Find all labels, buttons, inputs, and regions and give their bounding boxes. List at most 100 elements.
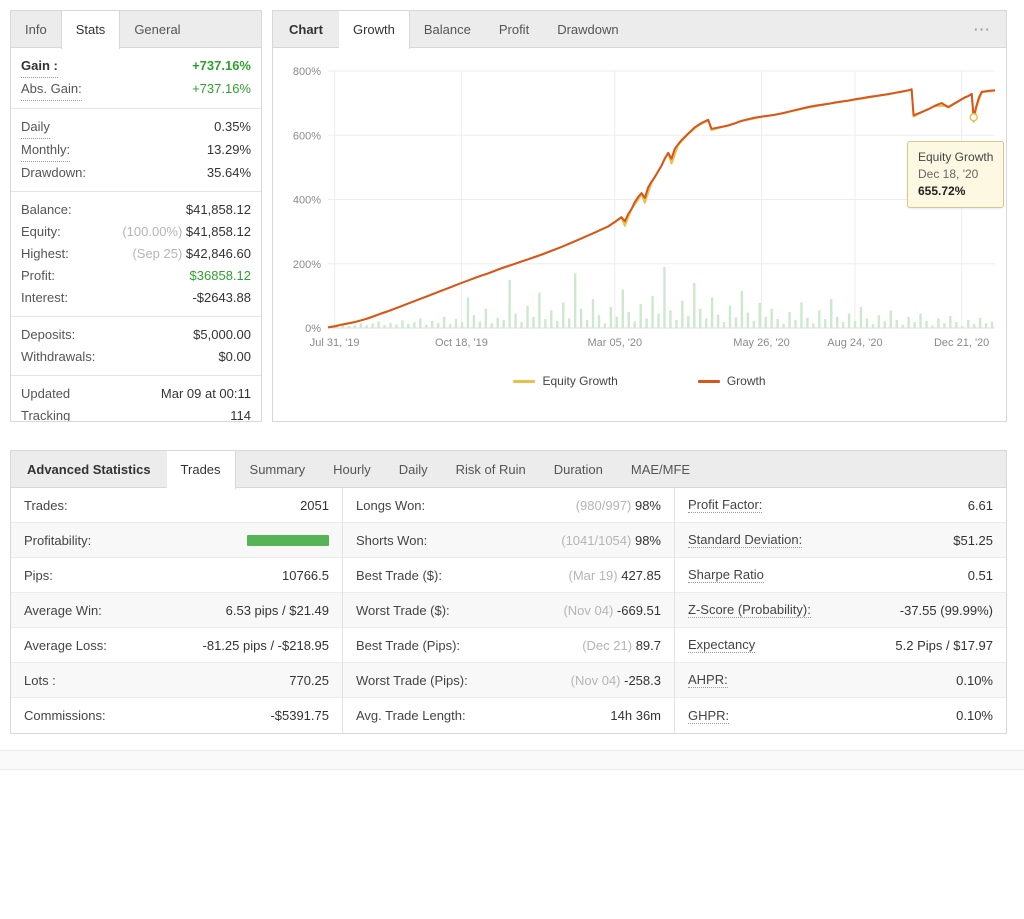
- info-value: 114: [230, 405, 251, 422]
- volume-bar: [628, 312, 630, 328]
- volume-bar: [401, 320, 403, 328]
- volume-bar: [896, 320, 898, 328]
- section-divider: [0, 750, 1024, 770]
- stat-label: Standard Deviation:: [688, 532, 802, 548]
- stat-row-profit-factor: Profit Factor:6.61: [675, 488, 1006, 523]
- volume-bar: [991, 322, 993, 328]
- stat-value: -$5391.75: [270, 708, 329, 723]
- volume-bar: [645, 318, 647, 328]
- volume-bar: [431, 321, 433, 328]
- volume-bar: [919, 314, 921, 328]
- legend-label: Equity Growth: [542, 374, 617, 388]
- tab-hourly[interactable]: Hourly: [319, 451, 385, 487]
- tab-profit[interactable]: Profit: [485, 11, 543, 47]
- stat-label: Sharpe Ratio: [688, 567, 764, 583]
- volume-bar: [562, 302, 564, 328]
- volume-bar: [681, 301, 683, 328]
- volume-bar: [544, 319, 546, 328]
- info-label: Balance:: [21, 199, 72, 221]
- growth-chart[interactable]: 0%200%400%600%800%Jul 31, '19Oct 18, '19…: [273, 48, 1006, 422]
- stat-value: (1041/1054) 98%: [561, 533, 661, 548]
- volume-bar: [413, 322, 415, 328]
- volume-bar: [943, 323, 945, 328]
- tab-trades[interactable]: Trades: [167, 451, 236, 489]
- stat-label: Shorts Won:: [356, 533, 427, 548]
- volume-bar: [473, 315, 475, 328]
- y-axis-label: 200%: [293, 259, 321, 271]
- volume-bar: [866, 318, 868, 328]
- tab-duration[interactable]: Duration: [540, 451, 617, 487]
- y-axis-label: 400%: [293, 195, 321, 207]
- volume-bar: [461, 322, 463, 328]
- volume-bar: [693, 283, 695, 328]
- growth-chart-svg: 0%200%400%600%800%Jul 31, '19Oct 18, '19…: [273, 48, 1006, 360]
- tab-stats[interactable]: Stats: [61, 11, 121, 49]
- chart-tooltip: Equity Growth Dec 18, '20 655.72%: [907, 141, 1004, 208]
- volume-bar: [794, 320, 796, 328]
- tab-summary[interactable]: Summary: [236, 451, 320, 487]
- stat-value: 0.10%: [956, 673, 993, 688]
- volume-bar: [502, 320, 504, 328]
- volume-bar: [687, 316, 689, 328]
- info-group: Daily0.35%Monthly:13.29%Drawdown:35.64%: [11, 109, 261, 192]
- chart-title-tab: Chart: [273, 11, 339, 47]
- chart-tabs: GrowthBalanceProfitDrawdown: [339, 11, 633, 47]
- info-group: Deposits:$5,000.00Withdrawals:$0.00: [11, 317, 261, 376]
- legend-item-growth[interactable]: Growth: [698, 374, 766, 388]
- volume-bar: [389, 323, 391, 328]
- stat-row-commissions: Commissions:-$5391.75: [11, 698, 342, 733]
- volume-bar: [735, 317, 737, 328]
- volume-bar: [765, 317, 767, 328]
- tab-risk-of-ruin[interactable]: Risk of Ruin: [442, 451, 540, 487]
- volume-bar: [449, 324, 451, 328]
- volume-bar: [711, 297, 713, 328]
- stats-tabs: TradesSummaryHourlyDailyRisk of RuinDura…: [167, 451, 705, 487]
- tab-mae-mfe[interactable]: MAE/MFE: [617, 451, 704, 487]
- volume-bar: [657, 314, 659, 328]
- volume-bar: [723, 322, 725, 328]
- y-axis-label: 800%: [293, 66, 321, 78]
- volume-bar: [651, 296, 653, 328]
- volume-bar: [592, 299, 594, 328]
- chart-menu-button[interactable]: ⋯: [959, 11, 1006, 47]
- stat-value: 770.25: [289, 673, 329, 688]
- account-stats-list: Gain :+737.16%Abs. Gain:+737.16%Daily0.3…: [11, 48, 261, 422]
- volume-bar: [639, 304, 641, 328]
- stats-tabbar: Advanced Statistics TradesSummaryHourlyD…: [11, 451, 1006, 488]
- x-axis-label: Dec 21, '20: [934, 337, 989, 349]
- volume-bar: [610, 307, 612, 328]
- volume-bar: [354, 325, 356, 328]
- volume-bar: [538, 293, 540, 328]
- tab-daily[interactable]: Daily: [385, 451, 442, 487]
- volume-bar: [699, 309, 701, 328]
- legend-item-equity-growth[interactable]: Equity Growth: [513, 374, 617, 388]
- volume-bar: [437, 323, 439, 328]
- stat-value: 0.10%: [956, 708, 993, 723]
- info-value: 35.64%: [207, 162, 251, 184]
- stat-value: (980/997) 98%: [576, 498, 661, 513]
- stat-value-prefix: (Dec 21): [582, 638, 635, 653]
- volume-bar: [514, 314, 516, 328]
- stat-row-best-trade-pips: Best Trade (Pips):(Dec 21) 89.7: [343, 628, 674, 663]
- info-row-drawdown: Drawdown:35.64%: [21, 162, 251, 184]
- stat-row-worst-trade-pips: Worst Trade (Pips):(Nov 04) -258.3: [343, 663, 674, 698]
- tab-general[interactable]: General: [120, 11, 194, 47]
- volume-bar: [890, 310, 892, 328]
- stat-row-ahpr: AHPR:0.10%: [675, 663, 1006, 698]
- tab-growth[interactable]: Growth: [339, 11, 410, 49]
- stat-value-prefix: (1041/1054): [561, 533, 635, 548]
- tab-info[interactable]: Info: [11, 11, 61, 47]
- chart-tabbar: Chart GrowthBalanceProfitDrawdown ⋯: [273, 11, 1006, 48]
- stats-column: Longs Won:(980/997) 98%Shorts Won:(1041/…: [342, 488, 674, 733]
- info-label: Equity:: [21, 221, 61, 243]
- info-value: (100.00%) $41,858.12: [122, 221, 251, 243]
- x-axis-label: Oct 18, '19: [435, 337, 488, 349]
- stat-label: GHPR:: [688, 708, 729, 724]
- volume-bar: [360, 323, 362, 328]
- volume-bar: [491, 323, 493, 328]
- info-row-daily: Daily0.35%: [21, 116, 251, 139]
- volume-bar: [925, 321, 927, 328]
- tab-drawdown[interactable]: Drawdown: [543, 11, 632, 47]
- tab-balance[interactable]: Balance: [410, 11, 485, 47]
- volume-bar: [973, 324, 975, 328]
